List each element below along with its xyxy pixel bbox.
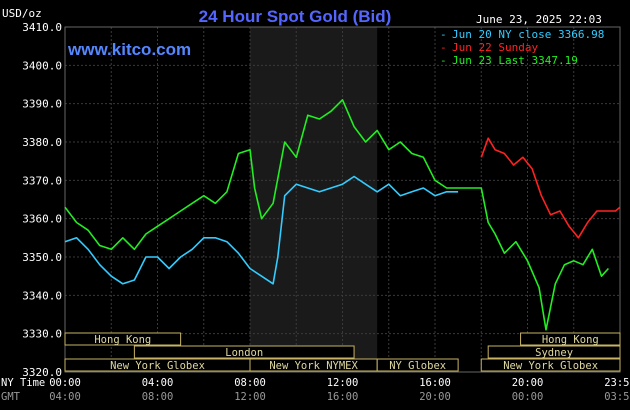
session-label: Hong Kong — [94, 334, 151, 346]
y-tick-label: 3400.0 — [22, 59, 62, 72]
plot-frame — [64, 26, 621, 373]
watermark: www.kitco.com — [67, 40, 191, 59]
x-tick-label: 04:00 — [49, 391, 81, 403]
y-tick-label: 3360.0 — [22, 213, 62, 226]
session-label: Hong Kong — [542, 334, 599, 346]
y-tick-label: 3350.0 — [22, 251, 62, 264]
y-axis-label: USD/oz — [2, 7, 42, 20]
session-box — [480, 358, 621, 372]
legend-entry: Jun 20 NY close 3366.98 — [452, 28, 604, 41]
x-tick-label: 04:00 — [142, 377, 174, 389]
chart-title: 24 Hour Spot Gold (Bid) — [199, 7, 392, 26]
y-tick-label: 3320.0 — [22, 366, 62, 379]
legend-entry: Jun 22 Sunday — [452, 41, 538, 54]
series-line — [64, 175, 459, 285]
legend-marker: - — [440, 41, 447, 54]
session-box — [64, 332, 182, 346]
session-box — [376, 358, 459, 372]
highlight-band — [250, 27, 378, 372]
session-label: Sydney — [535, 347, 573, 359]
x-axis-row-label: NY Time — [1, 377, 45, 389]
y-tick-label: 3410.0 — [22, 21, 62, 34]
timestamp: June 23, 2025 22:03 — [476, 13, 602, 26]
session-box — [520, 332, 621, 346]
session-label: New York NYMEX — [269, 360, 358, 372]
x-tick-label: 03:59 — [604, 391, 630, 403]
y-tick-label: 3370.0 — [22, 174, 62, 187]
series-line — [480, 137, 621, 239]
legend-marker: - — [440, 28, 447, 41]
y-tick-label: 3390.0 — [22, 98, 62, 111]
x-tick-label: 00:00 — [49, 377, 81, 389]
x-axis-row-label: GMT — [1, 391, 21, 403]
session-label: New York Globex — [110, 360, 205, 372]
session-box — [133, 345, 355, 359]
legend-entry: Jun 23 Last 3347.19 — [452, 54, 578, 67]
x-tick-label: 20:00 — [419, 391, 451, 403]
x-tick-label: 20:00 — [512, 377, 544, 389]
x-tick-label: 23:59 — [604, 377, 630, 389]
y-tick-label: 3340.0 — [22, 289, 62, 302]
x-tick-label: 08:00 — [142, 391, 174, 403]
x-tick-label: 12:00 — [327, 377, 359, 389]
session-box — [487, 345, 621, 359]
legend-marker: - — [440, 54, 447, 67]
x-tick-label: 16:00 — [327, 391, 359, 403]
series-line — [64, 99, 609, 331]
x-tick-label: 12:00 — [234, 391, 266, 403]
x-tick-label: 08:00 — [234, 377, 266, 389]
session-label: New York Globex — [503, 360, 598, 372]
y-tick-label: 3380.0 — [22, 136, 62, 149]
session-label: NY Globex — [389, 360, 446, 372]
x-tick-label: 00:00 — [512, 391, 544, 403]
y-tick-label: 3330.0 — [22, 328, 62, 341]
x-tick-label: 16:00 — [419, 377, 451, 389]
session-label: London — [225, 347, 263, 359]
